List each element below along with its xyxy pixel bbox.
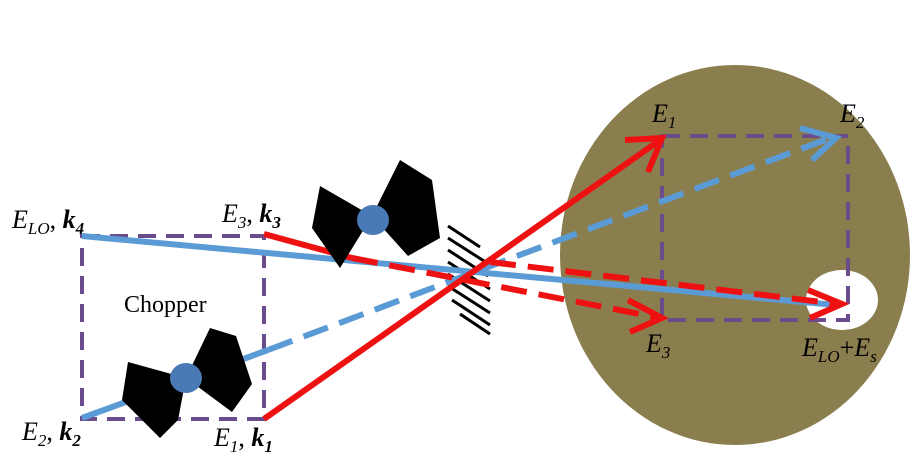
beam-klo <box>81 233 837 308</box>
chopper-lower <box>122 328 252 438</box>
label-det-e1: E1 <box>651 99 676 132</box>
beam-signal-dashed <box>489 259 839 307</box>
beam-k2-dashed <box>266 135 832 353</box>
arrow-head-e2 <box>799 125 843 163</box>
label-det-e3: E3 <box>645 329 670 362</box>
chopper-upper <box>312 160 440 268</box>
detector-screen <box>560 65 910 445</box>
label-det-e2: E2 <box>839 99 865 132</box>
label-chopper: Chopper <box>124 292 207 318</box>
arrow-head-signal <box>806 287 850 321</box>
arrow-head-e3 <box>626 297 669 335</box>
label-e1-k1: E1, k1 <box>213 423 273 455</box>
detector-geometry-box <box>660 134 850 322</box>
label-elo-k4: ELO, k4 <box>11 205 84 238</box>
label-e3-k3: E3, k3 <box>221 199 281 232</box>
label-e2-k2: E2, k2 <box>21 417 81 450</box>
label-det-signal: ELO+Es <box>801 333 877 366</box>
beam-k3-dashed <box>351 255 661 321</box>
beam-k1 <box>262 137 662 422</box>
arrow-head-e1 <box>624 134 667 174</box>
